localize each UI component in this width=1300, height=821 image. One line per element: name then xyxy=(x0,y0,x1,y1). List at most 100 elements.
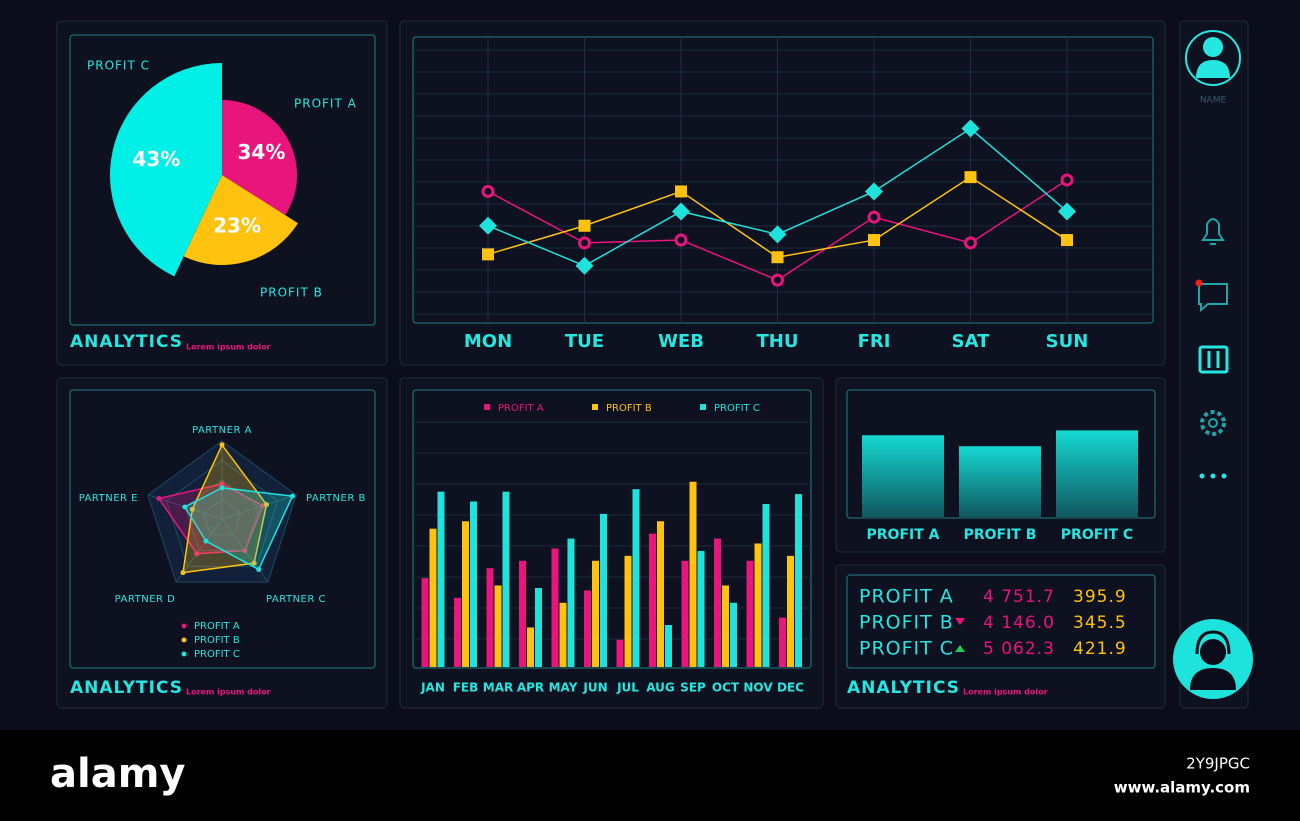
x-tick-label: WEB xyxy=(658,331,704,352)
radar-point xyxy=(219,481,225,487)
line-marker xyxy=(964,236,977,250)
legend-swatch xyxy=(181,623,187,629)
bar xyxy=(624,555,632,667)
pie-slice xyxy=(183,175,298,265)
legend-swatch xyxy=(181,637,187,643)
bell-icon[interactable] xyxy=(1201,218,1225,245)
bar xyxy=(746,560,754,667)
line-marker xyxy=(575,256,594,275)
panel-frame xyxy=(69,34,376,326)
chat-icon[interactable] xyxy=(1198,283,1228,313)
support-avatar[interactable] xyxy=(1173,619,1253,699)
footer-url: www.alamy.com xyxy=(1114,779,1250,797)
x-tick-label: MAY xyxy=(549,681,578,695)
legend-label: PROFIT C xyxy=(194,649,240,660)
bar xyxy=(754,543,762,667)
line-marker xyxy=(1061,234,1073,247)
x-tick-label: PROFIT A xyxy=(867,527,940,543)
bar xyxy=(559,602,567,667)
radar-point xyxy=(256,566,262,572)
columns-frame xyxy=(1198,345,1229,374)
bar xyxy=(551,548,559,667)
x-tick-label: THU xyxy=(757,331,799,352)
footer-logo: alamy xyxy=(50,751,185,797)
panel-title: ANALYTICS xyxy=(70,678,183,698)
table-cell: PROFIT C xyxy=(859,638,954,660)
x-tick-label: FRI xyxy=(858,331,891,352)
line-marker xyxy=(479,216,497,235)
down-arrow xyxy=(955,618,965,625)
columns-lines xyxy=(1207,351,1220,368)
bar xyxy=(502,491,510,667)
bar xyxy=(649,533,656,667)
pie-category-label: PROFIT A xyxy=(294,97,357,111)
legend-label: PROFIT A xyxy=(194,621,240,632)
table-cell: 4 146.0 xyxy=(983,613,1055,633)
bar xyxy=(714,538,721,667)
panel-frame xyxy=(846,574,1156,669)
pie-category-label: PROFIT C xyxy=(87,59,150,73)
sidebar xyxy=(1179,20,1249,709)
radar-axis-label: PARTNER C xyxy=(266,594,326,605)
x-tick-label: FEB xyxy=(453,681,479,695)
legend-swatch xyxy=(484,404,490,410)
bar xyxy=(959,446,1041,517)
radar-point xyxy=(242,548,248,554)
bar xyxy=(689,481,697,667)
legend-label: PROFIT B xyxy=(606,403,652,414)
more-icon[interactable] xyxy=(1199,473,1227,479)
bar xyxy=(657,521,664,667)
bar xyxy=(600,513,607,667)
x-tick-label: OCT xyxy=(712,681,740,695)
legend-label: PROFIT A xyxy=(498,403,544,414)
legend-label: PROFIT B xyxy=(194,635,240,646)
panel-subtitle: Lorem ipsum dolor xyxy=(963,688,1048,697)
user-label: NAME xyxy=(1200,96,1227,106)
support-head xyxy=(1200,639,1226,665)
line-marker xyxy=(961,119,980,138)
user-avatar[interactable] xyxy=(1185,30,1241,86)
avatar-body xyxy=(1196,60,1230,78)
bar xyxy=(584,590,591,667)
line-marker xyxy=(867,210,881,224)
bar xyxy=(632,489,640,667)
table-cell: 5 062.3 xyxy=(983,639,1055,659)
line-marker xyxy=(578,219,591,232)
table-cell: PROFIT A xyxy=(859,586,954,608)
bar xyxy=(494,585,502,667)
bar xyxy=(567,538,575,667)
gear-teeth xyxy=(1200,410,1226,436)
bar xyxy=(421,578,429,667)
bar xyxy=(862,435,944,517)
radar-series xyxy=(183,487,294,571)
bar xyxy=(592,560,599,667)
line-marker xyxy=(771,251,784,264)
line-marker xyxy=(768,225,787,244)
line-marker xyxy=(1058,202,1076,221)
radar-axis-label: PARTNER A xyxy=(192,425,252,436)
pie-value-label: 34% xyxy=(237,140,285,164)
bar xyxy=(762,503,770,667)
panel-frame xyxy=(412,389,812,669)
columns-icon[interactable] xyxy=(1198,345,1229,374)
bar xyxy=(779,617,786,667)
footer xyxy=(0,730,1300,821)
x-tick-label: PROFIT B xyxy=(964,527,1037,543)
bar xyxy=(616,639,624,667)
settings-icon[interactable] xyxy=(1200,410,1226,436)
x-tick-label: SUN xyxy=(1046,331,1089,352)
avatar-head xyxy=(1203,37,1223,57)
radar-point xyxy=(180,570,186,576)
radar-grid xyxy=(202,498,242,536)
bar xyxy=(681,560,689,667)
bar xyxy=(486,568,494,667)
line-marker xyxy=(482,248,494,261)
bar xyxy=(519,560,526,667)
x-tick-label: TUE xyxy=(565,331,604,352)
x-tick-label: JUL xyxy=(616,681,639,695)
line-marker xyxy=(578,236,591,250)
x-tick-label: SAT xyxy=(952,331,990,352)
x-tick-label: JAN xyxy=(420,681,445,695)
radar-point xyxy=(189,506,195,512)
